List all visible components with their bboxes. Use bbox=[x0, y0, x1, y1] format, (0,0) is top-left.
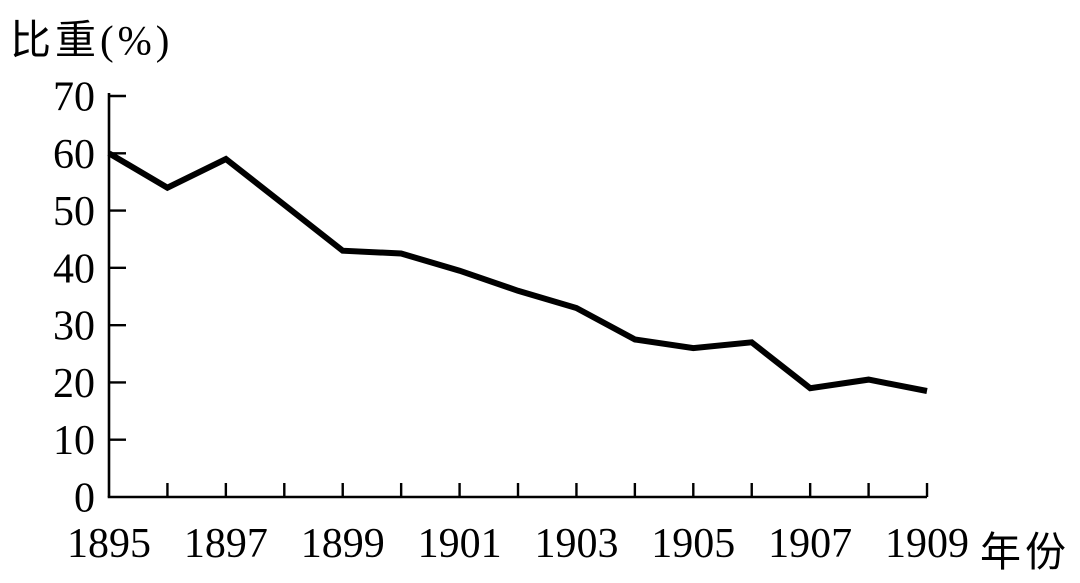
x-tick-label: 1905 bbox=[651, 521, 735, 567]
y-tick-label: 40 bbox=[53, 246, 95, 292]
x-tick-label: 1907 bbox=[768, 521, 852, 567]
x-tick-label: 1901 bbox=[418, 521, 502, 567]
y-tick-label: 10 bbox=[53, 418, 95, 464]
x-axis-title: 年份 bbox=[980, 529, 1070, 575]
x-tick-label: 1899 bbox=[301, 521, 385, 567]
x-tick-label: 1895 bbox=[67, 521, 151, 567]
y-tick-label: 50 bbox=[53, 189, 95, 235]
x-tick-label: 1909 bbox=[885, 521, 969, 567]
data-line bbox=[107, 150, 928, 394]
x-tick-label: 1897 bbox=[184, 521, 268, 567]
y-tick-label: 20 bbox=[53, 361, 95, 407]
y-tick-label: 30 bbox=[53, 304, 95, 350]
y-axis-title: 比重(%) bbox=[10, 17, 174, 63]
y-tick-label: 0 bbox=[74, 476, 95, 522]
x-tick-label: 1903 bbox=[534, 521, 618, 567]
y-tick-label: 70 bbox=[53, 75, 95, 121]
y-tick-label: 60 bbox=[53, 132, 95, 178]
